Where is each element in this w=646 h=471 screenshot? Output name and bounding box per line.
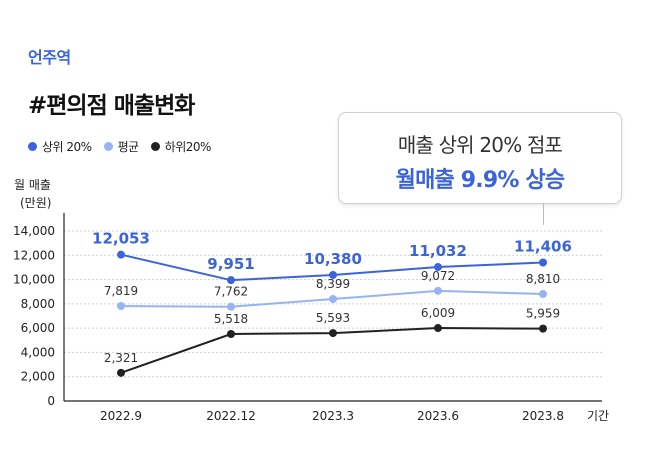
y-tick-label: 10,000 [13,273,55,287]
legend-label-average: 평균 [117,140,140,154]
location-label: 언주역 [28,48,71,67]
data-point-top20 [117,250,125,259]
data-label-top20: 10,380 [304,250,362,268]
callout-line1: 매출 상위 20% 점포 [397,133,563,157]
y-tick-label: 4,000 [21,345,55,359]
callout-box: 매출 상위 20% 점포 월매출 9.9% 상승 [338,112,622,204]
data-label-top20: 11,032 [409,242,467,260]
y-tick-label: 8,000 [21,297,55,311]
callout-pointer [543,203,544,225]
data-point-top20 [227,276,235,285]
data-point-average [117,302,125,311]
data-label-average: 9,072 [421,269,455,283]
y-tick-label: 2,000 [21,370,55,384]
data-point-bottom20 [227,329,235,338]
x-tick-label: 2022.9 [100,409,142,423]
data-point-top20 [539,258,547,267]
legend: 상위 20% 평균 하위20% [28,138,211,155]
data-label-bottom20: 5,593 [316,311,350,325]
data-label-average: 7,819 [104,284,138,298]
y-tick-label: 14,000 [13,224,55,238]
data-point-bottom20 [117,368,125,377]
legend-dot-top20 [28,142,37,151]
legend-label-top20: 상위 20% [42,140,92,154]
data-point-bottom20 [329,329,337,338]
data-label-top20: 11,406 [514,237,572,255]
legend-label-bottom20: 하위20% [164,140,212,154]
y-tick-label: 6,000 [21,321,55,335]
data-point-average [434,286,442,295]
y-axis-unit: (만원) [20,196,51,210]
data-point-average [227,302,235,311]
data-label-top20: 12,053 [92,230,150,248]
x-tick-label: 2023.3 [312,409,354,423]
x-tick-label: 2023.8 [522,409,564,423]
x-tick-label: 2022.12 [206,409,256,423]
data-label-bottom20: 6,009 [421,306,455,320]
legend-dot-average [103,142,113,151]
y-tick-label: 0 [47,394,55,408]
legend-item-top20: 상위 20% [28,138,92,155]
y-axis-label: 월 매출 [14,178,51,192]
data-point-bottom20 [539,324,547,333]
data-point-top20 [329,270,337,279]
x-tick-label: 2023.6 [417,409,459,423]
callout-line2: 월매출 9.9% 상승 [395,168,566,193]
chart-title: #편의점 매출변화 [28,93,195,119]
y-tick-label: 12,000 [13,248,55,262]
axes: 0 2,000 4,000 6,000 8,000 10,000 12,000 14,000 2… [13,213,602,423]
series-layer [117,250,547,377]
x-axis-label: 기간 [587,409,609,423]
data-label-bottom20: 5,959 [526,307,560,321]
data-point-average [329,295,337,304]
data-label-average: 8,810 [526,272,560,286]
legend-dot-bottom20 [150,142,160,151]
legend-item-bottom20: 하위20% [150,138,212,155]
data-label-top20: 9,951 [207,255,254,273]
data-point-bottom20 [434,324,442,333]
data-label-average: 7,762 [214,285,248,299]
data-point-top20 [434,263,442,272]
legend-item-average: 평균 [103,138,140,155]
data-point-average [539,290,547,299]
data-labels: 12,053 9,951 10,380 11,032 11,406 7,819 7,762 8… [92,230,572,365]
data-label-bottom20: 2,321 [104,351,138,365]
data-label-bottom20: 5,518 [214,312,248,326]
data-label-average: 8,399 [316,277,350,291]
